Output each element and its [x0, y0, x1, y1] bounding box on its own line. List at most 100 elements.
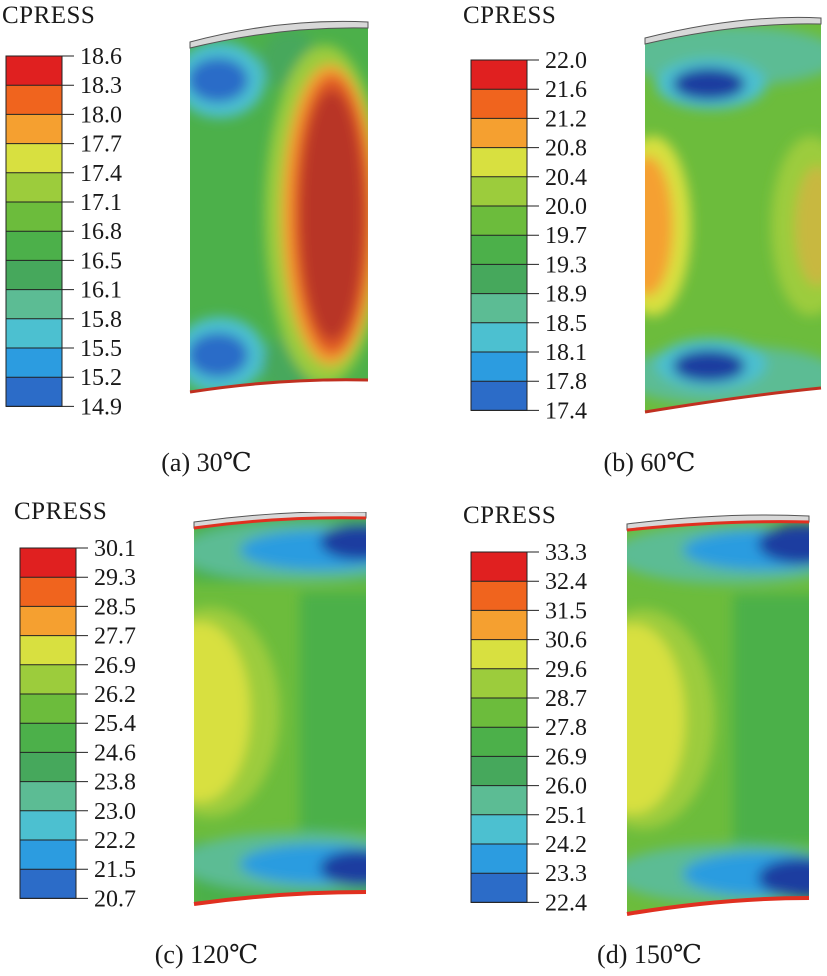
colorbar-swatch — [6, 85, 62, 115]
colorbar-tick-label: 19.7 — [545, 223, 587, 249]
colorbar-swatch — [471, 381, 527, 411]
colorbar-tick-label: 23.8 — [94, 770, 136, 796]
colorbar-swatch — [471, 581, 527, 611]
colorbar: 22.0 21.6 21.2 20.8 20.4 20.0 19.7 19.3 18.9 18.5… — [470, 48, 587, 424]
panel-b: CPRESS 22.0 21.6 21.2 20.8 20.4 20.0 19.7 19.3 1… — [413, 0, 826, 488]
colorbar-swatch — [471, 785, 527, 815]
colorbar-swatch — [471, 698, 527, 728]
colorbar-tick-label: 29.3 — [94, 565, 136, 591]
colorbar-tick-label: 23.0 — [94, 799, 136, 825]
colorbar-swatch — [6, 318, 62, 348]
colorbar-swatch — [6, 56, 62, 86]
colorbar-tick-label: 21.2 — [545, 106, 587, 132]
colorbar-swatch — [471, 176, 527, 206]
colorbar-swatch — [471, 118, 527, 148]
colorbar: 33.3 32.4 31.5 30.6 29.6 28.7 27.8 26.9 26.0 25.1… — [470, 540, 587, 916]
colorbar-swatch — [471, 727, 527, 757]
colorbar-tick-label: 29.6 — [545, 657, 587, 683]
colorbar-tick-label: 25.1 — [545, 803, 587, 829]
colorbar-tick-label: 26.9 — [94, 653, 136, 679]
colorbar-tick-label: 24.2 — [545, 832, 587, 858]
colorbar-tick-label: 25.4 — [94, 711, 136, 737]
colorbar-tick-label: 18.9 — [545, 282, 587, 308]
colorbar-swatch — [20, 752, 76, 782]
panel-caption: (d) 150℃ — [597, 940, 702, 969]
colorbar-tick-label: 17.8 — [545, 369, 587, 395]
colorbar-swatch — [471, 873, 527, 903]
colorbar-tick-label: 20.7 — [94, 886, 136, 912]
colorbar-tick-label: 22.4 — [545, 890, 587, 916]
contour-field — [627, 515, 809, 914]
contour-field — [645, 17, 821, 413]
colorbar-swatch — [471, 60, 527, 90]
colorbar-swatch — [471, 147, 527, 177]
colorbar-swatch — [6, 114, 62, 144]
colorbar-swatch — [20, 869, 76, 899]
colorbar-tick-label: 30.1 — [94, 536, 136, 562]
colorbar-tick-label: 18.6 — [80, 44, 122, 70]
colorbar-swatch — [6, 260, 62, 290]
colorbar-tick-label: 26.2 — [94, 682, 136, 708]
contour-plot — [626, 514, 810, 916]
colorbar-tick-label: 19.3 — [545, 252, 587, 278]
colorbar-tick-label: 16.8 — [80, 219, 122, 245]
colorbar-swatch — [471, 322, 527, 352]
colorbar-tick-label: 16.5 — [80, 248, 122, 274]
contour-field — [190, 21, 368, 393]
colorbar-swatch — [471, 756, 527, 786]
colorbar-tick-label: 18.1 — [545, 340, 587, 366]
colorbar-tick-label: 21.5 — [94, 857, 136, 883]
colorbar-swatch — [20, 635, 76, 665]
colorbar-tick-label: 17.1 — [80, 190, 122, 216]
colorbar-swatch — [471, 844, 527, 874]
legend-title: CPRESS — [463, 2, 557, 29]
colorbar-swatch — [471, 552, 527, 582]
colorbar-swatch — [471, 235, 527, 265]
legend-title: CPRESS — [2, 2, 96, 29]
colorbar-tick-label: 22.0 — [545, 48, 587, 74]
colorbar-swatch — [471, 610, 527, 640]
colorbar-tick-label: 17.7 — [80, 132, 122, 158]
colorbar-tick-label: 28.5 — [94, 594, 136, 620]
panel-d: CPRESS 33.3 32.4 31.5 30.6 29.6 28.7 27.8 26.9 2… — [413, 488, 826, 976]
legend-title: CPRESS — [14, 498, 108, 525]
contour-plot — [193, 512, 367, 906]
panel-caption: (c) 120℃ — [154, 940, 259, 969]
colorbar-tick-label: 30.6 — [545, 628, 587, 654]
colorbar-tick-label: 20.4 — [545, 165, 587, 191]
colorbar-tick-label: 18.0 — [80, 102, 122, 128]
colorbar-tick-label: 33.3 — [545, 540, 587, 566]
colorbar-swatch — [6, 202, 62, 232]
colorbar-swatch — [6, 172, 62, 202]
colorbar-swatch — [20, 548, 76, 578]
colorbar-swatch — [20, 664, 76, 694]
colorbar-tick-label: 23.3 — [545, 861, 587, 887]
colorbar-swatch — [6, 143, 62, 173]
colorbar-tick-label: 17.4 — [545, 398, 587, 424]
colorbar-swatch — [6, 289, 62, 319]
colorbar-tick-label: 20.0 — [545, 194, 587, 220]
colorbar-swatch — [471, 89, 527, 119]
colorbar-tick-label: 15.2 — [80, 365, 122, 391]
colorbar-swatch — [471, 264, 527, 294]
colorbar-tick-label: 28.7 — [545, 686, 587, 712]
colorbar-tick-label: 31.5 — [545, 598, 587, 624]
colorbar-swatch — [20, 781, 76, 811]
colorbar-tick-label: 17.4 — [80, 161, 122, 187]
legend-title: CPRESS — [463, 502, 557, 529]
colorbar-swatch — [20, 810, 76, 840]
colorbar-swatch — [20, 606, 76, 636]
colorbar-tick-label: 18.5 — [545, 311, 587, 337]
colorbar-swatch — [6, 348, 62, 378]
colorbar-swatch — [471, 639, 527, 669]
panel-a: CPRESS 18.6 18.3 18.0 17.7 17.4 17.1 16.8 16.5 1… — [0, 0, 413, 488]
colorbar-swatch — [20, 577, 76, 607]
colorbar-tick-label: 15.8 — [80, 307, 122, 333]
colorbar-tick-label: 26.0 — [545, 774, 587, 800]
contour-field — [194, 512, 366, 904]
colorbar-tick-label: 14.9 — [80, 394, 122, 420]
colorbar-swatch — [471, 206, 527, 236]
colorbar-tick-label: 24.6 — [94, 740, 136, 766]
colorbar-tick-label: 20.8 — [545, 136, 587, 162]
colorbar-tick-label: 18.3 — [80, 73, 122, 99]
